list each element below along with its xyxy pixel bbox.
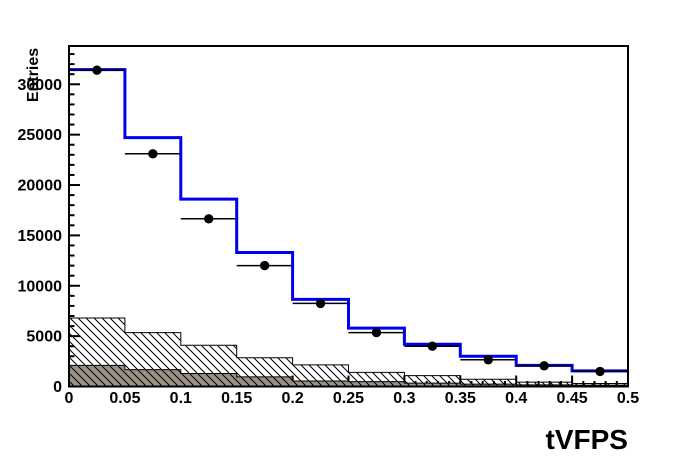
data-point-marker [315, 298, 326, 309]
data-points [69, 65, 628, 377]
x-tick-label: 0 [65, 390, 74, 407]
x-tick-label: 0.4 [505, 390, 527, 407]
data-point-marker [595, 366, 605, 377]
x-tick-label: 0.35 [445, 390, 476, 407]
x-tick-label: 0.3 [393, 390, 415, 407]
data-point-marker [148, 149, 158, 159]
x-tick-label: 0.1 [170, 390, 192, 407]
data-point-marker [204, 214, 214, 224]
y-axis-title: Entries [25, 47, 42, 103]
data-point-marker [259, 260, 270, 271]
x-tick-label: 0.25 [333, 390, 364, 407]
x-tick-label: 0.45 [557, 390, 588, 407]
y-tick-label: 0 [53, 379, 62, 396]
x-axis-title: tVFPS [545, 424, 628, 455]
y-tick-label: 25000 [18, 127, 63, 144]
hatched-background-histogram [68, 317, 629, 387]
data-point-marker [427, 341, 438, 351]
y-tick-label: 5000 [26, 329, 62, 346]
data-point-marker [539, 361, 549, 371]
data-point-marker [371, 327, 382, 338]
x-tick-label: 0.15 [221, 390, 252, 407]
y-tick-label: 20000 [18, 178, 63, 195]
data-point-marker [92, 65, 102, 75]
axis-tick-labels: 0 5000 10000 15000 20000 25000 30000 0 0.05 0.1 0.… [18, 77, 640, 407]
y-tick-label: 10000 [18, 278, 63, 295]
x-tick-label: 0.2 [281, 390, 303, 407]
x-tick-label: 0.5 [617, 390, 639, 407]
y-tick-label: 30000 [18, 77, 63, 94]
x-tick-label: 0.05 [109, 390, 140, 407]
y-tick-label: 15000 [18, 228, 63, 245]
data-point-marker [483, 355, 493, 365]
plot-frame [68, 45, 629, 388]
total-histogram-line [69, 68, 628, 373]
